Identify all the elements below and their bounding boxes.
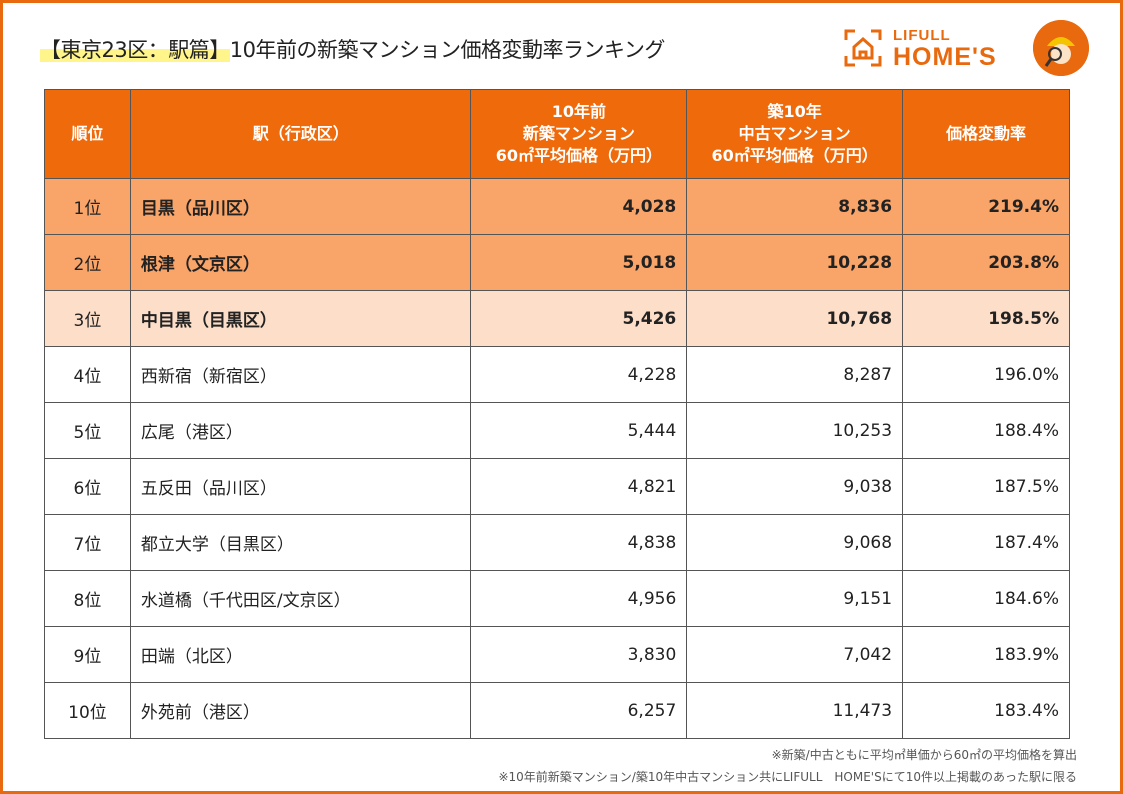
table-row: 10位 外苑前（港区） 6,257 11,473 183.4%: [44, 682, 1070, 739]
rank-cell: 2位: [44, 234, 131, 291]
rank-cell: 1位: [44, 178, 131, 235]
rank-cell: 3位: [44, 290, 131, 347]
lifull-homes-logo: LIFULL HOME'S: [843, 24, 1023, 74]
new-price-cell: 5,018: [470, 234, 688, 291]
logo-line1: LIFULL: [893, 27, 951, 44]
table-row: 3位 中目黒（目黒区） 5,426 10,768 198.5%: [44, 290, 1070, 347]
rank-cell: 8位: [44, 570, 131, 627]
rank-cell: 9位: [44, 626, 131, 683]
station-cell: 都立大学（目黒区）: [129, 514, 472, 571]
header-line: 新築マンション: [522, 124, 635, 143]
change-rate-cell: 203.8%: [902, 234, 1070, 291]
header-change-rate: 価格変動率: [902, 89, 1070, 179]
new-price-cell: 5,426: [470, 290, 688, 347]
new-price-cell: 4,956: [470, 570, 688, 627]
footnote-1: ※新築/中古ともに平均㎡単価から60㎡の平均価格を算出: [771, 748, 1077, 762]
footnote-2: ※10年前新築マンション/築10年中古マンション共にLIFULL HOME'Sに…: [498, 770, 1077, 784]
change-rate-cell: 196.0%: [902, 346, 1070, 403]
rank-cell: 10位: [44, 682, 131, 739]
table-header-row: 順位 駅（行政区） 10年前新築マンション 60㎡平均価格（万円） 築10年中古マ…: [44, 89, 1070, 179]
used-price-cell: 9,038: [686, 458, 904, 515]
header-line: 中古マンション: [738, 124, 851, 143]
station-cell: 広尾（港区）: [129, 402, 472, 459]
header-rank: 順位: [44, 89, 131, 179]
new-price-cell: 4,228: [470, 346, 688, 403]
station-cell: 五反田（品川区）: [129, 458, 472, 515]
table-row: 2位 根津（文京区） 5,018 10,228 203.8%: [44, 234, 1070, 291]
title-text: 10年前の新築マンション価格変動率ランキング: [229, 38, 666, 62]
table-row: 8位 水道橋（千代田区/文京区） 4,956 9,151 184.6%: [44, 570, 1070, 627]
table-row: 1位 目黒（品川区） 4,028 8,836 219.4%: [44, 178, 1070, 235]
used-price-cell: 9,151: [686, 570, 904, 627]
used-price-cell: 8,287: [686, 346, 904, 403]
change-rate-cell: 183.4%: [902, 682, 1070, 739]
header-new-price: 10年前新築マンション 60㎡平均価格（万円）: [470, 89, 688, 179]
header-line: 10年前: [551, 102, 607, 121]
house-logo-icon: [844, 29, 882, 67]
change-rate-cell: 187.5%: [902, 458, 1070, 515]
rank-cell: 5位: [44, 402, 131, 459]
header-station: 駅（行政区）: [129, 89, 472, 179]
station-cell: 外苑前（港区）: [129, 682, 472, 739]
rank-cell: 6位: [44, 458, 131, 515]
change-rate-cell: 188.4%: [902, 402, 1070, 459]
table-row: 6位 五反田（品川区） 4,821 9,038 187.5%: [44, 458, 1070, 515]
new-price-cell: 4,838: [470, 514, 688, 571]
table-row: 7位 都立大学（目黒区） 4,838 9,068 187.4%: [44, 514, 1070, 571]
table-row: 9位 田端（北区） 3,830 7,042 183.9%: [44, 626, 1070, 683]
station-cell: 田端（北区）: [129, 626, 472, 683]
ranking-table: 順位 駅（行政区） 10年前新築マンション 60㎡平均価格（万円） 築10年中古マ…: [44, 89, 1070, 739]
title-highlight: 【東京23区：駅篇】: [40, 38, 230, 62]
station-cell: 中目黒（目黒区）: [129, 290, 472, 347]
used-price-cell: 11,473: [686, 682, 904, 739]
used-price-cell: 10,253: [686, 402, 904, 459]
used-price-cell: 9,068: [686, 514, 904, 571]
rank-cell: 4位: [44, 346, 131, 403]
station-cell: 根津（文京区）: [129, 234, 472, 291]
change-rate-cell: 187.4%: [902, 514, 1070, 571]
used-price-cell: 10,228: [686, 234, 904, 291]
change-rate-cell: 183.9%: [902, 626, 1070, 683]
station-cell: 西新宿（新宿区）: [129, 346, 472, 403]
new-price-cell: 4,821: [470, 458, 688, 515]
new-price-cell: 6,257: [470, 682, 688, 739]
station-cell: 水道橋（千代田区/文京区）: [129, 570, 472, 627]
table-row: 4位 西新宿（新宿区） 4,228 8,287 196.0%: [44, 346, 1070, 403]
used-price-cell: 8,836: [686, 178, 904, 235]
rank-cell: 7位: [44, 514, 131, 571]
station-cell: 目黒（品川区）: [129, 178, 472, 235]
header-used-price: 築10年中古マンション 60㎡平均価格（万円）: [686, 89, 904, 179]
header-line: 築10年: [767, 102, 822, 121]
change-rate-cell: 184.6%: [902, 570, 1070, 627]
change-rate-cell: 219.4%: [902, 178, 1070, 235]
table-row: 5位 広尾（港区） 5,444 10,253 188.4%: [44, 402, 1070, 459]
change-rate-cell: 198.5%: [902, 290, 1070, 347]
mascot-icon: [1033, 20, 1089, 76]
used-price-cell: 10,768: [686, 290, 904, 347]
new-price-cell: 4,028: [470, 178, 688, 235]
page-title: 【東京23区：駅篇】10年前の新築マンション価格変動率ランキング: [40, 34, 665, 64]
new-price-cell: 3,830: [470, 626, 688, 683]
logo-line2: HOME'S: [893, 43, 997, 71]
header-line: 60㎡平均価格（万円）: [711, 146, 878, 165]
header-line: 60㎡平均価格（万円）: [495, 146, 663, 165]
used-price-cell: 7,042: [686, 626, 904, 683]
new-price-cell: 5,444: [470, 402, 688, 459]
